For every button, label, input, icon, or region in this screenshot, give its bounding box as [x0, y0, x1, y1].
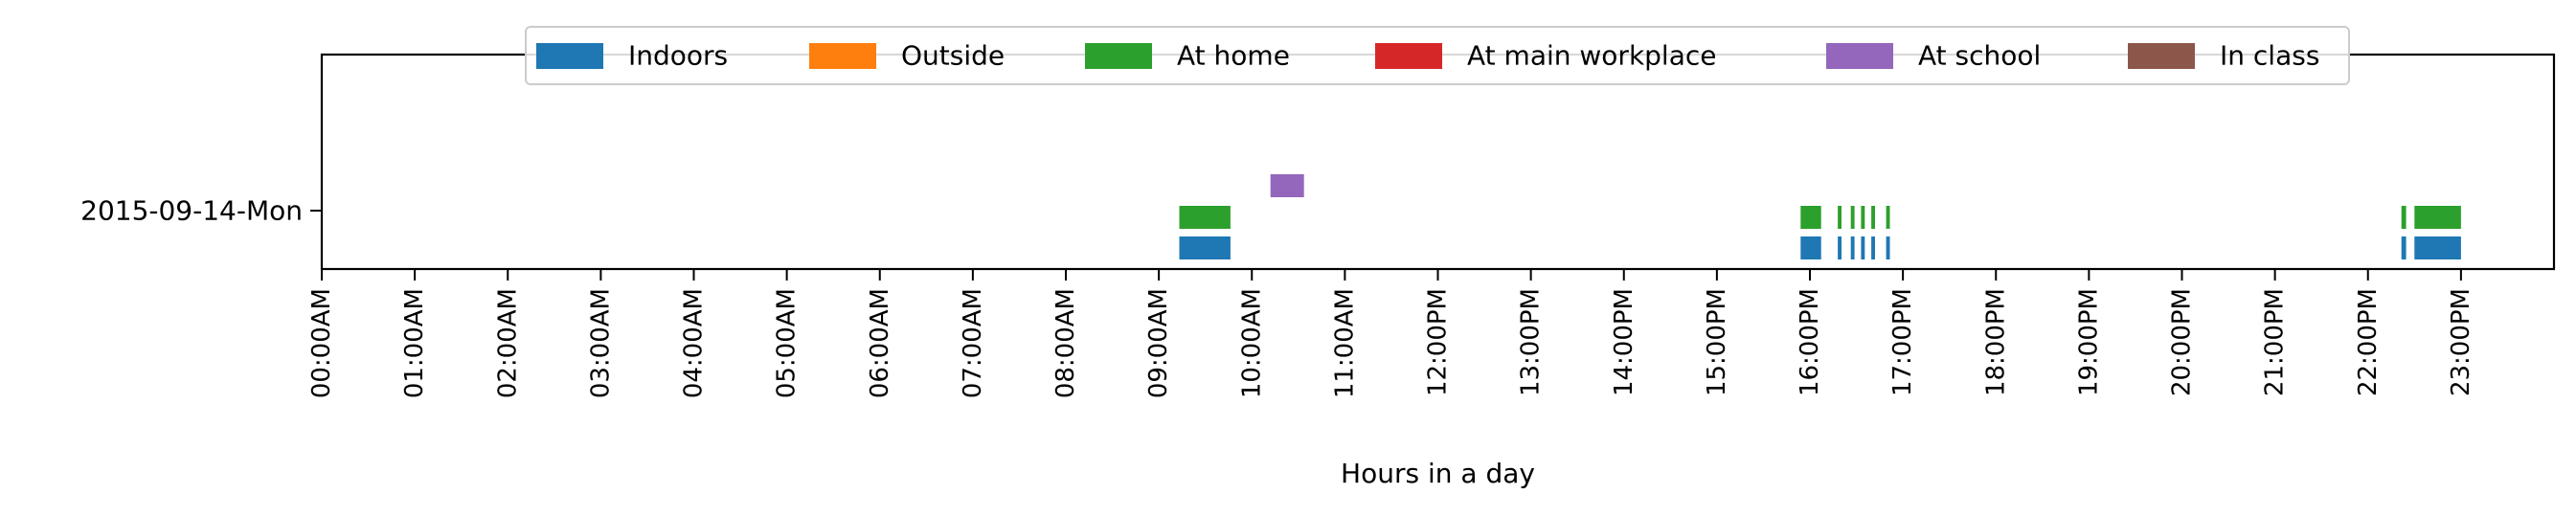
legend-label: Outside — [901, 40, 1005, 72]
y-axis: 2015-09-14-Mon — [80, 195, 322, 227]
x-tick-label: 01:00AM — [400, 288, 429, 398]
x-axis: 00:00AM 01:00AM 02:00AM 03:00AM 04:00AM 05:00… — [307, 269, 2475, 398]
at-home-bar — [1871, 206, 1875, 229]
indoors-bar — [2414, 236, 2461, 259]
indoors-bar — [1800, 236, 1821, 259]
at-home-bar — [1886, 206, 1890, 229]
indoors-legend-swatch — [536, 43, 603, 69]
x-tick-label: 17:00PM — [1888, 288, 1917, 396]
x-tick-label: 23:00PM — [2447, 288, 2475, 396]
legend-label: At school — [1918, 40, 2041, 72]
indoors-bar — [1179, 236, 1231, 259]
x-tick-label: 02:00AM — [493, 288, 522, 398]
at-home-bar — [2414, 206, 2461, 229]
x-tick-label: 20:00PM — [2168, 288, 2197, 396]
x-axis-label: Hours in a day — [1341, 458, 1535, 489]
x-tick-label: 04:00AM — [680, 288, 709, 398]
at-main-workplace-legend-swatch — [1375, 43, 1442, 69]
in-class-legend-swatch — [2128, 43, 2195, 69]
x-tick-label: 13:00PM — [1517, 288, 1546, 396]
x-tick-label: 08:00AM — [1051, 288, 1080, 398]
x-tick-label: 11:00AM — [1330, 288, 1359, 398]
x-tick-label: 16:00PM — [1796, 288, 1824, 396]
at-school-legend-swatch — [1826, 43, 1893, 69]
at-home-bar — [1861, 206, 1865, 229]
x-tick-label: 07:00AM — [959, 288, 987, 398]
indoors-bar — [1886, 236, 1890, 259]
x-tick-label: 06:00AM — [866, 288, 894, 398]
indoors-bar — [2401, 236, 2407, 259]
indoors-bar — [1850, 236, 1855, 259]
legend-label: At main workplace — [1467, 40, 1717, 72]
x-tick-label: 10:00AM — [1237, 288, 1266, 398]
at-home-bar — [1838, 206, 1842, 229]
at-school-bar — [1270, 174, 1304, 197]
legend: Indoors Outside At home At main workplace At… — [525, 26, 2350, 85]
at-home-bar — [1179, 206, 1231, 229]
x-tick-label: 18:00PM — [1981, 288, 2010, 396]
x-tick-label: 21:00PM — [2261, 288, 2290, 396]
x-tick-label: 00:00AM — [307, 288, 336, 398]
x-tick-label: 19:00PM — [2074, 288, 2103, 396]
outside-legend-swatch — [809, 43, 876, 69]
indoors-bar — [1871, 236, 1875, 259]
at-home-bar — [1800, 206, 1821, 229]
x-tick-label: 22:00PM — [2354, 288, 2383, 396]
legend-label: At home — [1177, 40, 1290, 72]
y-tick-label: 2015-09-14-Mon — [80, 195, 303, 227]
at-home-bar — [1850, 206, 1855, 229]
at-home-bar — [2401, 206, 2407, 229]
indoors-bar — [1838, 236, 1842, 259]
legend-label: In class — [2220, 40, 2319, 72]
x-tick-label: 14:00PM — [1610, 288, 1638, 396]
at-home-legend-swatch — [1085, 43, 1152, 69]
x-tick-label: 15:00PM — [1703, 288, 1731, 396]
x-tick-label: 03:00AM — [586, 288, 615, 398]
x-tick-label: 09:00AM — [1144, 288, 1173, 398]
indoors-bar — [1861, 236, 1865, 259]
legend-label: Indoors — [628, 40, 728, 72]
x-tick-label: 05:00AM — [773, 288, 802, 398]
x-tick-label: 12:00PM — [1424, 288, 1453, 396]
plot-frame — [320, 53, 2556, 271]
activity-bars — [1179, 174, 2461, 259]
